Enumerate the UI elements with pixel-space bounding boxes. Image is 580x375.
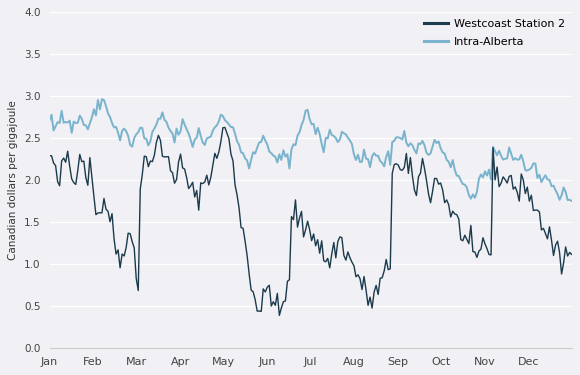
Westcoast Station 2 [222,125,229,130]
Intra-Alberta [266,149,273,154]
Intra-Alberta [469,192,476,196]
Intra-Alberta [46,118,53,123]
Westcoast Station 2 [266,283,273,288]
Intra-Alberta [568,199,575,203]
Westcoast Station 2 [108,211,115,216]
Y-axis label: Canadian dollars per gigajoule: Canadian dollars per gigajoule [8,100,19,260]
Intra-Alberta [99,97,106,101]
Line: Westcoast Station 2: Westcoast Station 2 [49,128,572,315]
Westcoast Station 2 [568,252,575,257]
Intra-Alberta [122,129,129,134]
Westcoast Station 2 [268,304,275,308]
Westcoast Station 2 [276,313,283,318]
Westcoast Station 2 [548,238,555,242]
Intra-Alberta [268,151,275,155]
Westcoast Station 2 [121,254,128,258]
Legend: Westcoast Station 2, Intra-Alberta: Westcoast Station 2, Intra-Alberta [419,15,570,51]
Westcoast Station 2 [46,153,53,158]
Intra-Alberta [546,178,553,182]
Intra-Alberta [111,125,118,130]
Westcoast Station 2 [472,250,478,254]
Line: Intra-Alberta: Intra-Alberta [49,99,572,201]
